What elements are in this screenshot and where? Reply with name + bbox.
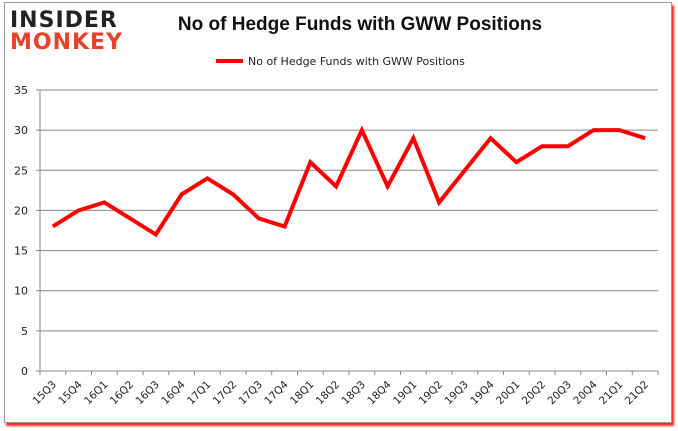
x-tick-label: 17Q2 bbox=[211, 379, 240, 408]
y-tick-label: 30 bbox=[14, 124, 28, 137]
chart-frame bbox=[4, 2, 672, 423]
x-tick-label: 19Q4 bbox=[468, 378, 497, 407]
x-tick-label: 20Q2 bbox=[520, 379, 549, 408]
x-tick-label: 19Q2 bbox=[417, 379, 446, 408]
x-tick-label: 18Q4 bbox=[365, 378, 394, 407]
legend-label: No of Hedge Funds with GWW Positions bbox=[248, 55, 465, 68]
x-tick-label: 16Q4 bbox=[159, 378, 188, 407]
x-tick-label: 17Q4 bbox=[262, 378, 291, 407]
x-tick-label: 20Q3 bbox=[545, 379, 574, 408]
y-tick-label: 20 bbox=[14, 204, 28, 217]
x-tick-label: 21Q2 bbox=[623, 379, 652, 408]
logo-line1: INSIDER bbox=[10, 8, 118, 33]
logo-line2: MONKEY bbox=[10, 30, 124, 55]
x-tick-label: 15Q4 bbox=[56, 378, 85, 407]
y-tick-label: 15 bbox=[14, 245, 28, 258]
x-tick-label: 17Q3 bbox=[236, 379, 265, 408]
y-tick-label: 10 bbox=[14, 285, 28, 298]
x-tick-label: 19Q3 bbox=[442, 379, 471, 408]
x-tick-label: 16Q1 bbox=[82, 379, 111, 408]
x-tick-label: 18Q2 bbox=[314, 379, 343, 408]
x-tick-label: 21Q1 bbox=[597, 379, 626, 408]
series-line bbox=[51, 125, 646, 238]
y-tick-label: 0 bbox=[21, 365, 28, 378]
x-tick-label: 20Q1 bbox=[494, 379, 523, 408]
x-tick-label: 18Q1 bbox=[288, 379, 317, 408]
x-tick-label: 15Q3 bbox=[30, 379, 59, 408]
y-tick-label: 5 bbox=[21, 325, 28, 338]
x-tick-label: 18Q3 bbox=[339, 379, 368, 408]
x-tick-label: 19Q1 bbox=[391, 379, 420, 408]
chart-title: No of Hedge Funds with GWW Positions bbox=[177, 14, 543, 35]
x-tick-label: 16Q3 bbox=[133, 379, 162, 408]
x-tick-label: 17Q1 bbox=[185, 379, 214, 408]
x-tick-label: 20Q4 bbox=[571, 378, 600, 407]
x-tick-label: 16Q2 bbox=[108, 379, 137, 408]
insider-monkey-logo: INSIDER MONKEY bbox=[10, 8, 128, 55]
y-tick-label: 25 bbox=[14, 164, 28, 177]
y-tick-label: 35 bbox=[14, 84, 28, 97]
